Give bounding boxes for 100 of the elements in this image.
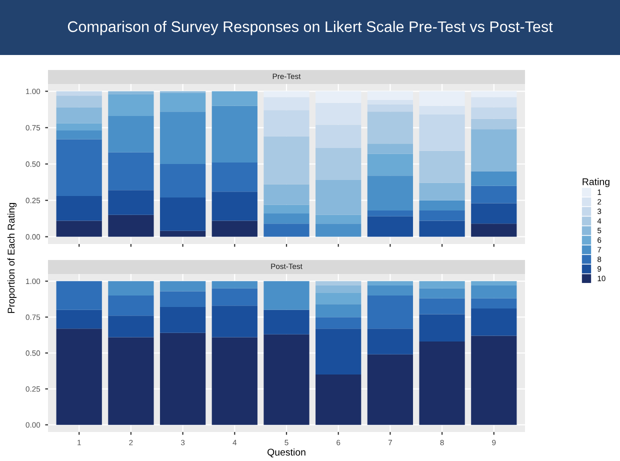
bar — [471, 97, 517, 108]
bar — [212, 220, 258, 237]
bar — [316, 317, 362, 329]
bar — [471, 308, 517, 336]
bar — [367, 328, 414, 354]
bar — [316, 304, 362, 318]
bar — [56, 139, 102, 196]
bar — [56, 107, 102, 124]
bar — [212, 281, 258, 288]
x-axis-title: Question — [268, 448, 306, 458]
bar — [419, 106, 465, 115]
bar — [471, 186, 517, 204]
bar — [56, 281, 102, 310]
bar — [316, 91, 362, 103]
bar — [160, 291, 206, 308]
bar — [419, 220, 465, 237]
bar — [419, 91, 465, 106]
bar — [264, 213, 310, 224]
bar — [264, 281, 310, 310]
bar — [264, 184, 310, 205]
bar — [471, 281, 517, 286]
bar — [471, 129, 517, 172]
bar — [264, 110, 310, 136]
bar — [419, 210, 465, 221]
bar — [212, 91, 258, 106]
chart-title: Comparison of Survey Responses on Likert Scale Pre-Test vs Post-Test — [68, 20, 553, 36]
bar — [316, 285, 362, 293]
y-axis-title: Proportion of Each Rating — [7, 202, 17, 313]
bar — [471, 298, 517, 308]
bar — [419, 281, 465, 288]
bar — [160, 307, 206, 333]
bar — [419, 150, 465, 183]
bar — [108, 296, 154, 316]
bar — [264, 204, 310, 214]
bar — [264, 224, 310, 237]
bar — [56, 96, 102, 108]
bar — [419, 114, 465, 151]
bar — [56, 310, 102, 329]
bar — [419, 288, 465, 298]
bar — [108, 94, 154, 116]
bar — [56, 328, 102, 425]
bar — [160, 332, 206, 425]
bar — [160, 92, 206, 112]
bar — [212, 288, 258, 306]
bar — [316, 180, 362, 215]
bar — [367, 216, 414, 237]
bar — [316, 224, 362, 237]
bar — [471, 118, 517, 130]
bar — [471, 107, 517, 119]
bar — [212, 192, 258, 221]
bar — [316, 328, 362, 375]
bar — [316, 124, 362, 148]
bar — [56, 123, 102, 131]
bar — [316, 102, 362, 125]
bar — [160, 281, 206, 292]
bar — [367, 296, 414, 329]
bar — [419, 298, 465, 314]
bar — [108, 116, 154, 152]
legend-title: Rating — [582, 178, 610, 188]
bar — [264, 91, 310, 98]
bar — [108, 337, 154, 425]
bar — [264, 334, 310, 425]
bar — [264, 136, 310, 184]
bar — [367, 285, 414, 296]
bar — [419, 200, 465, 211]
bar — [367, 210, 414, 216]
bar — [56, 196, 102, 221]
bar — [212, 162, 258, 192]
bar — [419, 182, 465, 200]
bar — [316, 374, 362, 425]
bar — [471, 336, 517, 425]
bar — [367, 354, 414, 425]
bar — [471, 171, 517, 186]
bar — [367, 176, 414, 211]
bar — [419, 342, 465, 425]
bar — [419, 314, 465, 342]
bar — [108, 190, 154, 215]
bar — [108, 214, 154, 237]
bar — [56, 130, 102, 140]
bar — [367, 100, 414, 104]
bar — [212, 106, 258, 163]
bar — [316, 281, 362, 286]
bar — [471, 91, 517, 98]
bar — [471, 203, 517, 224]
bar — [264, 310, 310, 334]
bar — [316, 148, 362, 180]
bar — [160, 164, 206, 198]
bar — [367, 144, 414, 154]
bar — [367, 281, 414, 286]
bar — [367, 112, 414, 144]
bar — [108, 152, 154, 190]
bar — [160, 112, 206, 164]
bar — [316, 214, 362, 224]
bar — [108, 316, 154, 338]
bar — [56, 220, 102, 237]
bar — [367, 154, 414, 176]
bar — [367, 104, 414, 112]
bar — [160, 197, 206, 231]
bar — [160, 230, 206, 237]
bar — [212, 306, 258, 338]
